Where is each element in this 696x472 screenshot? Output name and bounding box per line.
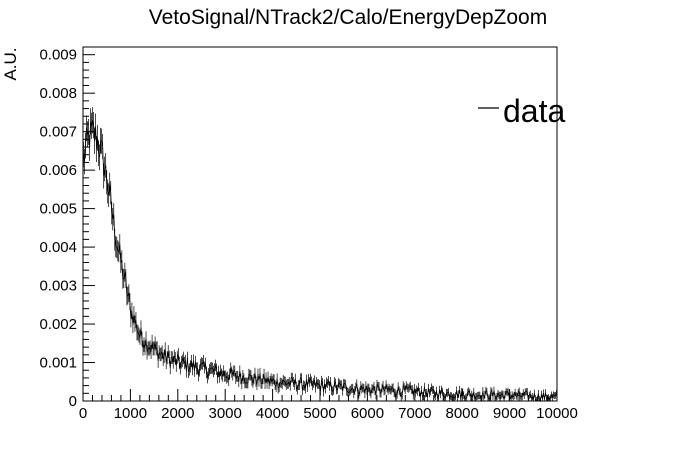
x-tick-label: 9000 [493, 405, 526, 422]
y-tick-label: 0.005 [39, 201, 77, 218]
y-tick-label: 0.006 [39, 162, 77, 179]
x-tick-label: 8000 [446, 405, 479, 422]
x-tick-label: 2000 [161, 405, 194, 422]
data-series-layer [83, 107, 557, 402]
y-tick-label: 0.002 [39, 316, 77, 333]
y-tick-label: 0 [69, 393, 77, 410]
error-bars [83, 107, 557, 401]
legend: data [478, 93, 565, 129]
x-tick-label: 3000 [209, 405, 242, 422]
axes-layer: 0 1000 2000 3000 4000 5000 6000 7000 8000 9000 100… [39, 46, 578, 422]
y-tick-label: 0.008 [39, 85, 77, 102]
y-tick-label: 0.003 [39, 278, 77, 295]
x-tick-label: 1000 [114, 405, 147, 422]
x-tick-label: 0 [79, 405, 87, 422]
legend-label-data: data [503, 93, 565, 129]
y-tick-label: 0.004 [39, 239, 77, 256]
y-tick-label: 0.007 [39, 124, 77, 141]
chart-title: VetoSignal/NTrack2/Calo/EnergyDepZoom [149, 6, 547, 29]
x-tick-label: 6000 [351, 405, 384, 422]
x-tick-label: 7000 [398, 405, 431, 422]
y-tick-label: 0.001 [39, 355, 77, 372]
y-axis-label: A.U. [1, 47, 20, 80]
x-tick-label: 10000 [536, 405, 578, 422]
x-tick-label: 5000 [303, 405, 336, 422]
series-line-data [83, 120, 557, 402]
y-tick-label: 0.009 [39, 47, 77, 64]
x-tick-label: 4000 [256, 405, 289, 422]
